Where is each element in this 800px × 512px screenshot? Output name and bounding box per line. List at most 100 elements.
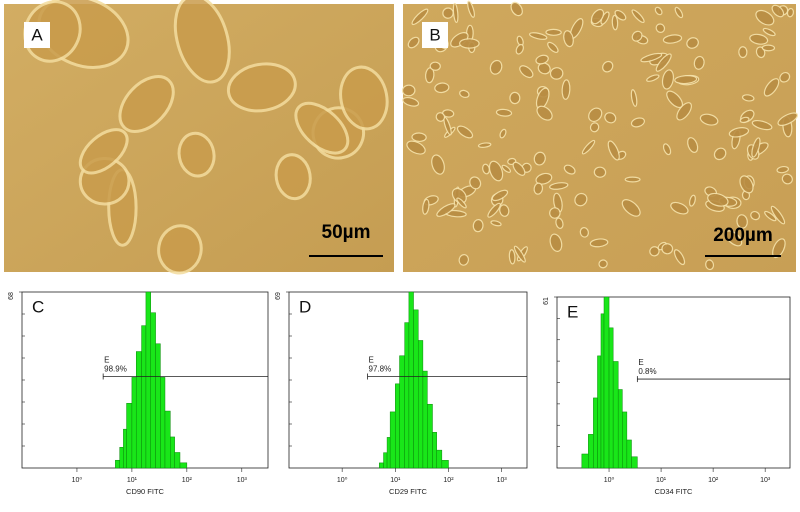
cell <box>499 204 510 217</box>
cell <box>688 194 696 207</box>
cell <box>118 75 175 133</box>
histogram-bar <box>115 459 120 469</box>
histogram-bar <box>422 370 428 469</box>
panel-letter: D <box>299 297 311 316</box>
cell <box>631 9 645 24</box>
x-tick-label: 10⁰ <box>337 476 348 484</box>
histogram-bar <box>608 327 614 469</box>
label-box <box>422 22 448 48</box>
cell <box>339 65 389 131</box>
cell <box>274 153 312 201</box>
histogram-bar <box>155 343 161 469</box>
cell <box>458 254 470 266</box>
cell <box>579 227 589 238</box>
x-tick-label: 10⁰ <box>604 476 615 484</box>
cell <box>593 166 607 178</box>
cell <box>666 90 684 109</box>
cell <box>725 230 743 247</box>
cell <box>422 198 430 215</box>
cell <box>487 202 501 218</box>
histogram-bar <box>588 434 594 469</box>
cell <box>771 4 785 18</box>
gate-label: E <box>369 356 374 365</box>
cell <box>624 176 641 183</box>
cell <box>536 105 553 121</box>
histogram-bar <box>123 428 127 469</box>
cell <box>739 116 750 124</box>
cell <box>728 127 750 138</box>
cell <box>519 65 534 79</box>
histogram-bar <box>626 439 632 469</box>
cell <box>512 161 526 176</box>
cell <box>549 182 569 190</box>
cell <box>472 219 484 233</box>
cell <box>779 71 791 83</box>
histogram-bar <box>395 383 400 469</box>
cell <box>614 9 627 21</box>
histogram-bar <box>141 325 147 469</box>
y-tick-label: 61 <box>543 297 550 305</box>
x-tick-label: 10² <box>182 477 193 484</box>
histogram-bar <box>413 309 419 469</box>
panel-label: B <box>429 25 440 44</box>
gate-label: E <box>638 358 643 367</box>
x-tick-label: 10¹ <box>656 477 667 484</box>
cell <box>751 137 761 158</box>
cell <box>670 201 689 215</box>
cell <box>78 128 129 175</box>
histogram-bar <box>603 296 610 469</box>
cell <box>676 102 692 121</box>
histogram-bar <box>164 410 171 469</box>
histogram-bar <box>441 460 449 469</box>
cell <box>508 249 516 265</box>
cell <box>469 176 482 190</box>
cell <box>604 112 617 124</box>
cell <box>509 91 521 105</box>
cell <box>467 0 475 18</box>
cell <box>489 59 503 75</box>
cell <box>631 30 643 42</box>
y-tick-label: 68 <box>8 292 15 300</box>
y-tick-label: 69 <box>275 292 282 300</box>
cell <box>549 67 564 80</box>
histogram-bar <box>386 437 391 469</box>
cell <box>589 122 600 133</box>
cell <box>173 0 231 84</box>
cell <box>646 74 660 82</box>
cell <box>294 101 350 155</box>
histogram-bar <box>581 453 589 469</box>
cell <box>431 154 445 175</box>
cell <box>456 125 474 139</box>
x-axis-label: CD34 FITC <box>655 487 694 496</box>
cell <box>707 192 729 207</box>
cell <box>607 140 620 161</box>
cell <box>510 1 523 17</box>
cell <box>477 142 492 148</box>
cell <box>611 14 619 31</box>
histogram-bar <box>597 355 602 469</box>
histogram-bar <box>389 411 396 469</box>
gate-value: 98.9% <box>104 365 127 374</box>
x-tick-label: 10² <box>708 477 719 484</box>
cell <box>561 79 571 100</box>
histogram-bar <box>174 452 181 469</box>
cell <box>589 238 609 248</box>
cell <box>490 220 502 227</box>
cell <box>459 38 480 49</box>
x-tick-label: 10¹ <box>127 477 138 484</box>
cell <box>401 84 416 97</box>
micrograph-a <box>4 0 394 275</box>
cell <box>407 36 420 49</box>
cell <box>770 205 786 225</box>
histogram-bar <box>427 403 433 469</box>
cell <box>750 210 761 221</box>
cell <box>674 6 684 19</box>
x-tick-label: 10³ <box>497 477 508 484</box>
cell <box>649 246 660 257</box>
cell <box>515 43 524 55</box>
cell <box>751 119 773 131</box>
cell <box>581 139 596 155</box>
cell <box>654 6 663 16</box>
cell <box>662 34 683 44</box>
